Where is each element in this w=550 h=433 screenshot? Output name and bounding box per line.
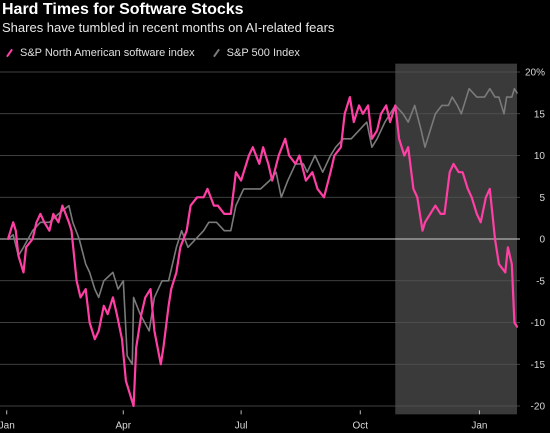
y-tick-label: 0 <box>539 235 545 246</box>
x-tick-label: Apr <box>115 420 131 431</box>
x-tick-label: Oct <box>353 420 369 431</box>
chart-title: Hard Times for Software Stocks <box>2 1 244 18</box>
legend-label-software: S&P North American software index <box>20 47 195 59</box>
series-line-software <box>6 95 519 408</box>
legend-item-software: S&P North American software index <box>2 47 195 59</box>
y-tick-label: 5 <box>539 193 545 204</box>
legend-label-sp500: S&P 500 Index <box>226 47 300 59</box>
x-tick-label: Jan <box>471 420 487 431</box>
x-tick-label: Jul <box>235 420 248 431</box>
y-tick-label: 15 <box>534 109 546 120</box>
gridlines-layer <box>0 71 520 407</box>
y-tick-label: -10 <box>531 318 546 329</box>
series-layer <box>6 87 519 408</box>
chart-legend: S&P North American software index S&P 50… <box>2 45 314 61</box>
y-tick-label: 10 <box>534 151 546 162</box>
series-line-sp500 <box>7 87 518 366</box>
x-tick-label: Jan <box>0 420 15 431</box>
y-tick-label: -5 <box>536 276 545 287</box>
y-tick-label: -15 <box>531 360 546 371</box>
y-tick-label: -20 <box>531 402 546 413</box>
y-tick-label: 20% <box>525 68 545 79</box>
legend-item-sp500: S&P 500 Index <box>209 47 300 59</box>
chart-subtitle: Shares have tumbled in recent months on … <box>2 20 335 35</box>
axis-layer: 20%151050-5-10-15-20JanAprJulOctJan20252… <box>0 68 546 432</box>
